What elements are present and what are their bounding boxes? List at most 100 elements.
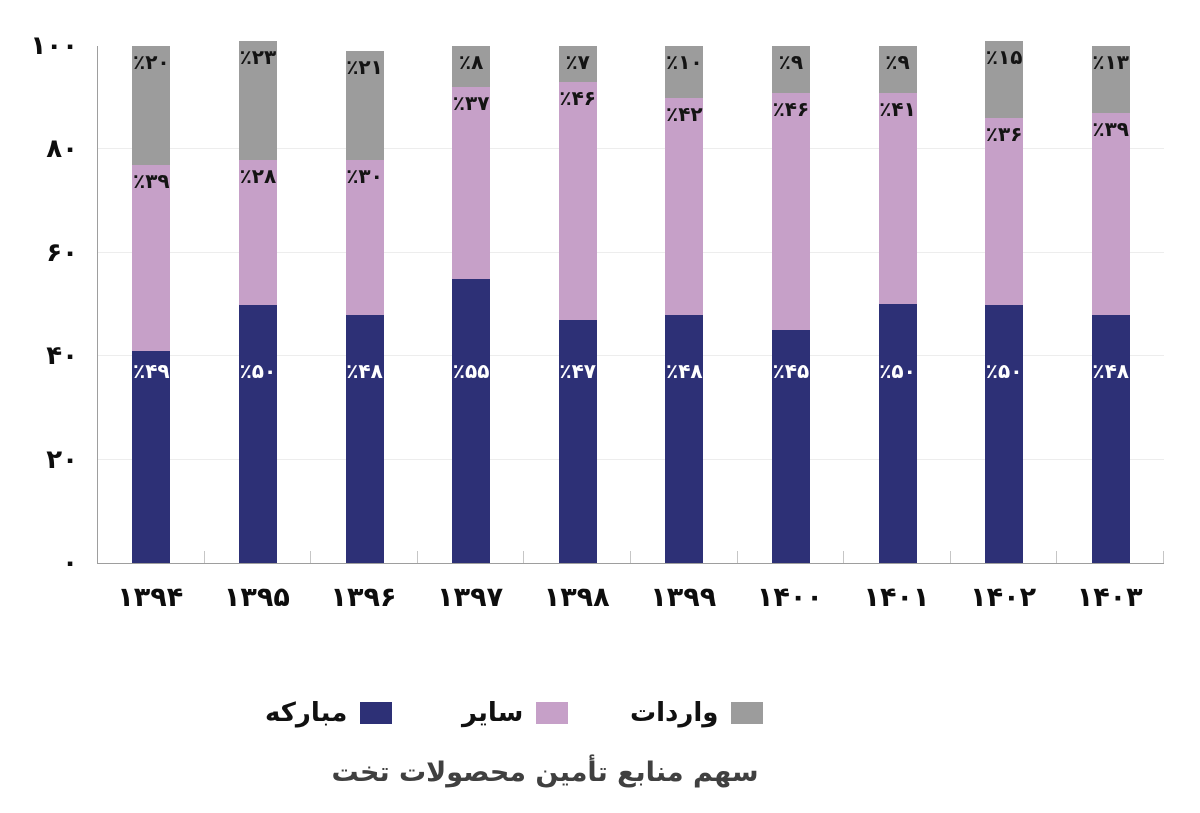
bar-1403-mobarakeh-segment — [1091, 314, 1130, 563]
y-axis-label-0: ۰ — [62, 548, 78, 578]
bar-1395-other-label: ٪۲۸ — [239, 163, 277, 188]
legend-item-other: سایر — [462, 698, 569, 728]
bar-1401-other-label: ٪۴۱ — [879, 96, 916, 121]
bar-1400-mobarakeh-segment — [771, 330, 810, 563]
bar-1403-other-label: ٪۳۹ — [1092, 117, 1129, 142]
bar-1399-other-label: ٪۴۲ — [665, 101, 703, 126]
bar-1402-imports-label: ٪۱۵ — [985, 44, 1023, 69]
legend-label-other: سایر — [462, 698, 524, 728]
bar-1399-imports-label: ٪۱۰ — [665, 50, 703, 74]
legend-label-mobarakeh: مبارکه — [265, 698, 348, 728]
x-axis-tick — [1163, 551, 1164, 563]
bar-1395-mobarakeh-label: ٪۵۰ — [239, 359, 277, 383]
x-axis-label-1394: ۱۳۹۴ — [117, 582, 184, 613]
x-axis-tick — [843, 551, 845, 563]
y-axis-label-20: ۲۰ — [46, 444, 78, 475]
bar-1402-other-segment: ٪۳۶ — [985, 118, 1024, 305]
bar-1394-imports-label: ٪۲۰ — [132, 50, 170, 74]
x-axis-tick — [736, 551, 738, 563]
y-axis-label-60: ۶۰ — [46, 237, 78, 268]
bar-1397-imports-segment: ٪۸ — [452, 46, 491, 88]
bar-1399-other-segment: ٪۴۲ — [665, 97, 704, 315]
bar-1395: ٪۲۳ ٪۲۸ ٪۵۰ — [238, 40, 277, 563]
x-axis-label-1399: ۱۳۹۹ — [650, 582, 717, 613]
bar-1396-other-segment: ٪۳۰ — [345, 159, 384, 315]
bar-1398-other-segment: ٪۴۶ — [558, 82, 597, 320]
bar-1399-mobarakeh-label: ٪۴۸ — [665, 359, 703, 383]
gridline-60 — [98, 251, 1164, 253]
bar-1403: ٪۱۳ ٪۳۹ ٪۴۸ — [1091, 46, 1130, 563]
y-axis-label-100: ۱۰۰ — [30, 31, 78, 61]
bar-1403-imports-label: ٪۱۳ — [1092, 50, 1129, 74]
x-axis-tick — [416, 551, 418, 563]
legend-item-imports: واردات — [630, 698, 764, 728]
bar-1402: ٪۱۵ ٪۳۶ ٪۵۰ — [985, 40, 1024, 563]
bar-1400-imports-label: ٪۹ — [778, 50, 804, 74]
legend: مبارکه سایر واردات — [0, 699, 1200, 729]
legend-swatch-imports — [731, 702, 764, 724]
y-axis-label-80: ۸۰ — [46, 134, 78, 165]
bar-1402-mobarakeh-label: ٪۵۰ — [985, 359, 1023, 383]
bar-1394-mobarakeh-segment — [132, 351, 171, 563]
bar-1401-imports-segment: ٪۹ — [878, 46, 917, 93]
legend-item-mobarakeh: مبارکه — [265, 698, 393, 728]
bar-1398-mobarakeh-label: ٪۴۷ — [559, 359, 596, 383]
bar-1397-imports-label: ٪۸ — [458, 50, 484, 74]
bar-1398-mobarakeh-segment — [558, 320, 597, 563]
bar-1402-other-label: ٪۳۶ — [985, 122, 1023, 147]
bar-1397-other-segment: ٪۳۷ — [452, 87, 491, 279]
bar-1396-imports-segment: ٪۲۱ — [345, 51, 384, 160]
chart-title: سهم منابع تأمین محصولات تخت — [331, 757, 759, 788]
bar-1400: ٪۹ ٪۴۶ ٪۴۵ — [771, 46, 810, 563]
bar-1402-mobarakeh-segment — [985, 304, 1024, 563]
bar-1401-other-segment: ٪۴۱ — [878, 92, 917, 305]
bar-1400-other-label: ٪۴۶ — [772, 96, 810, 121]
bar-1403-mobarakeh-label: ٪۴۸ — [1092, 359, 1129, 383]
bar-1397-other-label: ٪۳۷ — [452, 91, 490, 116]
bar-1400-imports-segment: ٪۹ — [771, 46, 810, 93]
bar-1397: ٪۸ ٪۳۷ ٪۵۵ — [452, 46, 491, 563]
plot-area: ٪۲۰ ٪۳۹ ٪۴۹ ٪۲۳ ٪۲۸ ٪۵۰ ٪۲۱ ٪۳۰ ٪۴۸ ٪۸ ٪۳۷ ٪۵۵ ٪۷ ٪۴۶… — [97, 40, 1164, 564]
gridline-80 — [98, 148, 1164, 150]
x-axis: ۱۳۹۴ ۱۳۹۵ ۱۳۹۶ ۱۳۹۷ ۱۳۹۸ ۱۳۹۹ ۱۴۰۰ ۱۴۰۱ ۱۴۰۲ ۱۴۰۳ — [97, 580, 1163, 620]
legend-label-imports: واردات — [630, 698, 719, 728]
bar-1394-mobarakeh-label: ٪۴۹ — [132, 359, 170, 383]
bar-1396-mobarakeh-segment — [345, 314, 384, 563]
gridline-20 — [98, 458, 1164, 460]
bar-1396-imports-label: ٪۲۱ — [346, 55, 383, 80]
bar-1398: ٪۷ ٪۴۶ ٪۴۷ — [558, 46, 597, 563]
bar-1394-other-segment: ٪۳۹ — [132, 164, 171, 352]
bar-1398-imports-segment: ٪۷ — [558, 46, 597, 83]
bar-1398-imports-label: ٪۷ — [565, 50, 590, 74]
x-axis-tick — [523, 551, 525, 563]
x-axis-tick — [310, 551, 312, 563]
bar-1394: ٪۲۰ ٪۳۹ ٪۴۹ — [132, 46, 171, 563]
x-axis-tick — [949, 551, 951, 563]
y-axis: ۰ ۲۰ ۴۰ ۶۰ ۸۰ ۱۰۰ — [0, 31, 78, 578]
bar-1395-imports-label: ٪۲۳ — [239, 44, 277, 69]
bar-1398-other-label: ٪۴۶ — [559, 86, 596, 111]
bar-1400-other-segment: ٪۴۶ — [771, 92, 810, 331]
bar-1399-imports-segment: ٪۱۰ — [665, 46, 704, 98]
bar-1396: ٪۲۱ ٪۳۰ ٪۴۸ — [345, 51, 384, 563]
x-axis-label-1402: ۱۴۰۲ — [970, 582, 1037, 613]
bar-1401-mobarakeh-label: ٪۵۰ — [879, 359, 916, 383]
legend-swatch-mobarakeh — [360, 702, 393, 724]
bar-1394-other-label: ٪۳۹ — [132, 168, 170, 193]
x-axis-label-1398: ۱۳۹۸ — [543, 582, 610, 613]
bar-1394-imports-segment: ٪۲۰ — [132, 46, 171, 165]
y-axis-label-40: ۴۰ — [46, 341, 78, 372]
gridline-40 — [98, 355, 1164, 357]
bar-1395-imports-segment: ٪۲۳ — [238, 40, 277, 160]
legend-swatch-other — [536, 702, 569, 724]
bar-1401: ٪۹ ٪۴۱ ٪۵۰ — [878, 46, 917, 563]
bar-1399: ٪۱۰ ٪۴۲ ٪۴۸ — [665, 46, 704, 563]
bar-1395-mobarakeh-segment — [238, 304, 277, 563]
x-axis-tick — [203, 551, 205, 563]
bar-1403-imports-segment: ٪۱۳ — [1091, 46, 1130, 114]
x-axis-label-1396: ۱۳۹۶ — [330, 582, 397, 613]
x-axis-label-1395: ۱۳۹۵ — [223, 582, 290, 613]
x-axis-tick — [630, 551, 631, 563]
bar-1396-other-label: ٪۳۰ — [346, 163, 383, 188]
